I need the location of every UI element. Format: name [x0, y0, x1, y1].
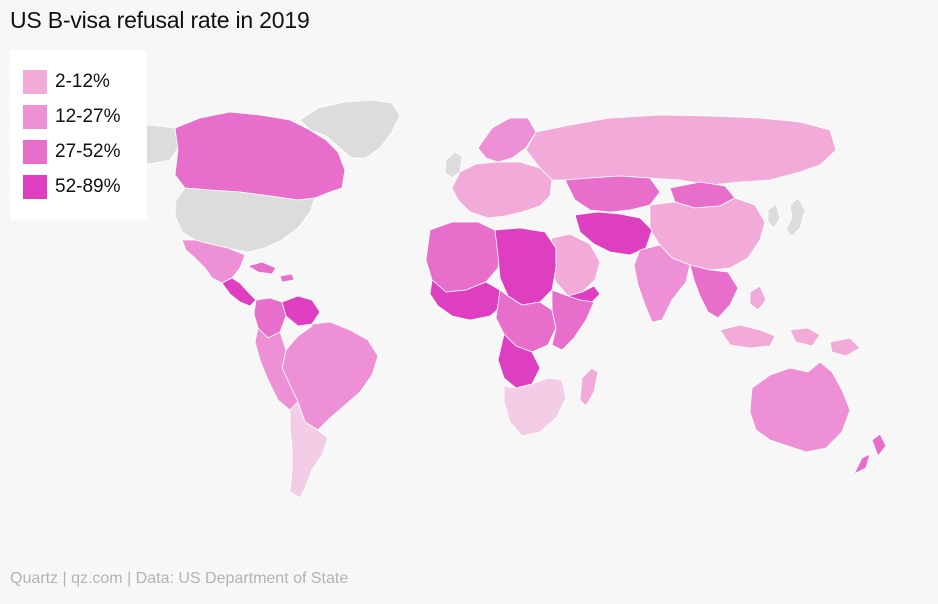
- legend-label: 2-12%: [55, 71, 110, 92]
- region-argentina-chile: [289, 401, 329, 499]
- legend-label: 52-89%: [55, 176, 121, 197]
- legend-swatch: [23, 175, 47, 199]
- legend-swatch: [23, 105, 47, 129]
- region-west-africa: [429, 279, 503, 321]
- legend-item-bin-3: 27-52%: [23, 140, 121, 164]
- legend-swatch: [23, 140, 47, 164]
- region-europe: [451, 161, 553, 219]
- legend-swatch: [23, 70, 47, 94]
- region-brazil: [281, 321, 379, 431]
- region-central-america: [221, 277, 257, 307]
- chart-title: US B-visa refusal rate in 2019: [10, 7, 310, 33]
- region-india: [633, 244, 691, 323]
- region-japan-korea: [767, 197, 806, 237]
- legend-label: 27-52%: [55, 141, 121, 162]
- region-russia: [525, 114, 837, 186]
- source-credit: Quartz | qz.com | Data: US Department of…: [10, 570, 349, 587]
- legend-item-bin-4: 52-89%: [23, 175, 121, 199]
- region-venezuela: [281, 295, 321, 327]
- legend-label: 12-27%: [55, 106, 121, 127]
- region-southeast-asia: [689, 264, 739, 319]
- legend: 2-12% 12-27% 27-52% 52-89%: [10, 50, 147, 220]
- region-usa: [174, 187, 316, 253]
- region-north-africa: [425, 221, 501, 293]
- region-southern-africa: [503, 377, 567, 437]
- region-caribbean: [247, 261, 295, 283]
- region-libya-sudan: [494, 227, 557, 306]
- region-horn-africa: [551, 289, 595, 351]
- region-greenland: [299, 99, 401, 159]
- region-iran-afghanistan: [574, 211, 653, 256]
- region-central-asia: [564, 175, 661, 213]
- region-madagascar: [579, 367, 599, 407]
- region-indonesia: [719, 285, 861, 357]
- legend-item-bin-1: 2-12%: [23, 70, 110, 94]
- legend-item-bin-2: 12-27%: [23, 105, 121, 129]
- region-new-zealand: [853, 433, 887, 475]
- region-central-africa: [495, 289, 557, 353]
- region-australia: [749, 361, 851, 453]
- region-scandinavia: [477, 117, 537, 163]
